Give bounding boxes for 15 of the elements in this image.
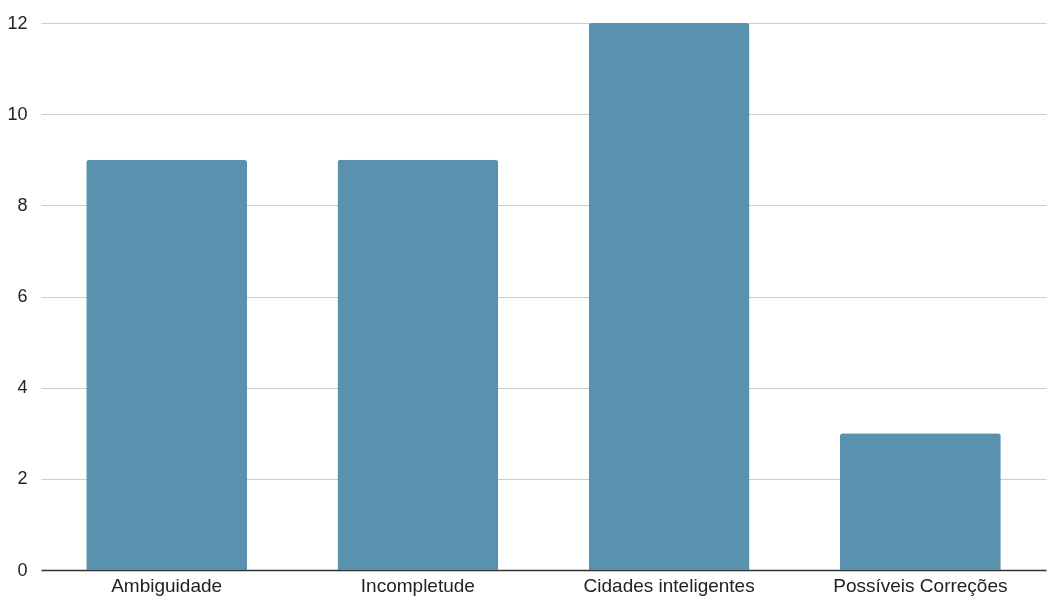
bar	[337, 159, 499, 570]
bar	[86, 159, 248, 570]
y-tick-label: 12	[7, 12, 28, 33]
y-tick-label: 4	[17, 377, 28, 398]
y-tick-label: 8	[17, 194, 28, 215]
y-tick-label: 10	[7, 103, 28, 124]
y-tick-label: 2	[17, 468, 28, 489]
x-tick-label: Cidades inteligentes	[583, 574, 755, 596]
x-tick-label: Ambiguidade	[111, 574, 223, 596]
x-tick-label: Incompletude	[360, 574, 475, 596]
x-tick-label: Possíveis Correções	[833, 574, 1008, 596]
bar	[839, 433, 1001, 570]
bar	[588, 23, 750, 570]
y-tick-label: 6	[17, 286, 28, 306]
y-tick-label: 0	[17, 559, 28, 580]
